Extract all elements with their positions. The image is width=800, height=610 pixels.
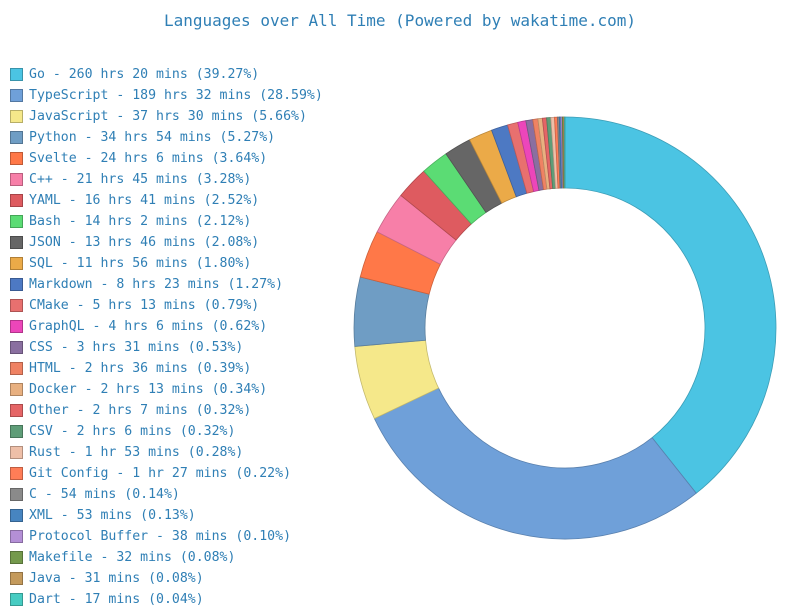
legend-item[interactable]: GraphQL - 4 hrs 6 mins (0.62%)	[10, 316, 350, 337]
legend-swatch	[10, 425, 23, 438]
legend-item[interactable]: Bash - 14 hrs 2 mins (2.12%)	[10, 211, 350, 232]
legend-swatch	[10, 131, 23, 144]
legend-swatch	[10, 236, 23, 249]
legend-item[interactable]: HTML - 2 hrs 36 mins (0.39%)	[10, 358, 350, 379]
legend-label: YAML - 16 hrs 41 mins (2.52%)	[29, 193, 260, 208]
donut-slice[interactable]	[373, 387, 697, 540]
legend-label: C - 54 mins (0.14%)	[29, 487, 180, 502]
legend-swatch	[10, 173, 23, 186]
legend-swatch	[10, 320, 23, 333]
legend-swatch	[10, 215, 23, 228]
legend-label: HTML - 2 hrs 36 mins (0.39%)	[29, 361, 252, 376]
legend-swatch	[10, 89, 23, 102]
legend-swatch	[10, 467, 23, 480]
legend-item[interactable]: TypeScript - 189 hrs 32 mins (28.59%)	[10, 85, 350, 106]
legend-label: Docker - 2 hrs 13 mins (0.34%)	[29, 382, 268, 397]
legend-item[interactable]: CMake - 5 hrs 13 mins (0.79%)	[10, 295, 350, 316]
legend-swatch	[10, 551, 23, 564]
legend-swatch	[10, 509, 23, 522]
legend-swatch	[10, 299, 23, 312]
legend-label: Python - 34 hrs 54 mins (5.27%)	[29, 130, 276, 145]
legend-label: Svelte - 24 hrs 6 mins (3.64%)	[29, 151, 268, 166]
legend-swatch	[10, 530, 23, 543]
legend-item[interactable]: JSON - 13 hrs 46 mins (2.08%)	[10, 232, 350, 253]
legend-swatch	[10, 383, 23, 396]
legend-item[interactable]: Makefile - 32 mins (0.08%)	[10, 547, 350, 568]
legend-label: SQL - 11 hrs 56 mins (1.80%)	[29, 256, 252, 271]
legend-label: Bash - 14 hrs 2 mins (2.12%)	[29, 214, 252, 229]
legend-item[interactable]: SQL - 11 hrs 56 mins (1.80%)	[10, 253, 350, 274]
legend-label: C++ - 21 hrs 45 mins (3.28%)	[29, 172, 252, 187]
legend-item[interactable]: C - 54 mins (0.14%)	[10, 484, 350, 505]
legend-label: CMake - 5 hrs 13 mins (0.79%)	[29, 298, 260, 313]
legend-swatch	[10, 257, 23, 270]
legend-item[interactable]: XML - 53 mins (0.13%)	[10, 505, 350, 526]
legend-item[interactable]: Go - 260 hrs 20 mins (39.27%)	[10, 64, 350, 85]
legend-label: Go - 260 hrs 20 mins (39.27%)	[29, 67, 260, 82]
legend-label: XML - 53 mins (0.13%)	[29, 508, 196, 523]
legend-swatch	[10, 404, 23, 417]
legend-item[interactable]: Svelte - 24 hrs 6 mins (3.64%)	[10, 148, 350, 169]
legend-swatch	[10, 110, 23, 123]
legend-item[interactable]: Git Config - 1 hr 27 mins (0.22%)	[10, 463, 350, 484]
donut-slice[interactable]	[564, 116, 777, 494]
legend-swatch	[10, 152, 23, 165]
legend-label: Markdown - 8 hrs 23 mins (1.27%)	[29, 277, 284, 292]
legend-label: Protocol Buffer - 38 mins (0.10%)	[29, 529, 292, 544]
legend-item[interactable]: Java - 31 mins (0.08%)	[10, 568, 350, 589]
legend-item[interactable]: Docker - 2 hrs 13 mins (0.34%)	[10, 379, 350, 400]
legend-swatch	[10, 572, 23, 585]
legend: Go - 260 hrs 20 mins (39.27%) TypeScript …	[10, 64, 350, 610]
legend-label: GraphQL - 4 hrs 6 mins (0.62%)	[29, 319, 268, 334]
legend-item[interactable]: Rust - 1 hr 53 mins (0.28%)	[10, 442, 350, 463]
legend-item[interactable]: JavaScript - 37 hrs 30 mins (5.66%)	[10, 106, 350, 127]
legend-swatch	[10, 68, 23, 81]
legend-item[interactable]: YAML - 16 hrs 41 mins (2.52%)	[10, 190, 350, 211]
legend-swatch	[10, 278, 23, 291]
legend-swatch	[10, 488, 23, 501]
donut-slice[interactable]	[564, 116, 566, 189]
legend-swatch	[10, 341, 23, 354]
legend-swatch	[10, 446, 23, 459]
legend-swatch	[10, 194, 23, 207]
legend-label: CSV - 2 hrs 6 mins (0.32%)	[29, 424, 236, 439]
legend-label: Rust - 1 hr 53 mins (0.28%)	[29, 445, 244, 460]
legend-item[interactable]: CSV - 2 hrs 6 mins (0.32%)	[10, 421, 350, 442]
legend-label: Makefile - 32 mins (0.08%)	[29, 550, 236, 565]
legend-label: JSON - 13 hrs 46 mins (2.08%)	[29, 235, 260, 250]
legend-item[interactable]: Python - 34 hrs 54 mins (5.27%)	[10, 127, 350, 148]
legend-label: JavaScript - 37 hrs 30 mins (5.66%)	[29, 109, 307, 124]
chart-title: Languages over All Time (Powered by waka…	[163, 11, 636, 30]
legend-item[interactable]: C++ - 21 hrs 45 mins (3.28%)	[10, 169, 350, 190]
legend-label: Java - 31 mins (0.08%)	[29, 571, 204, 586]
legend-swatch	[10, 362, 23, 375]
legend-item[interactable]: Protocol Buffer - 38 mins (0.10%)	[10, 526, 350, 547]
legend-label: Git Config - 1 hr 27 mins (0.22%)	[29, 466, 292, 481]
legend-item[interactable]: Other - 2 hrs 7 mins (0.32%)	[10, 400, 350, 421]
legend-item[interactable]: CSS - 3 hrs 31 mins (0.53%)	[10, 337, 350, 358]
legend-item[interactable]: Markdown - 8 hrs 23 mins (1.27%)	[10, 274, 350, 295]
legend-label: CSS - 3 hrs 31 mins (0.53%)	[29, 340, 244, 355]
legend-label: TypeScript - 189 hrs 32 mins (28.59%)	[29, 88, 323, 103]
legend-label: Other - 2 hrs 7 mins (0.32%)	[29, 403, 252, 418]
